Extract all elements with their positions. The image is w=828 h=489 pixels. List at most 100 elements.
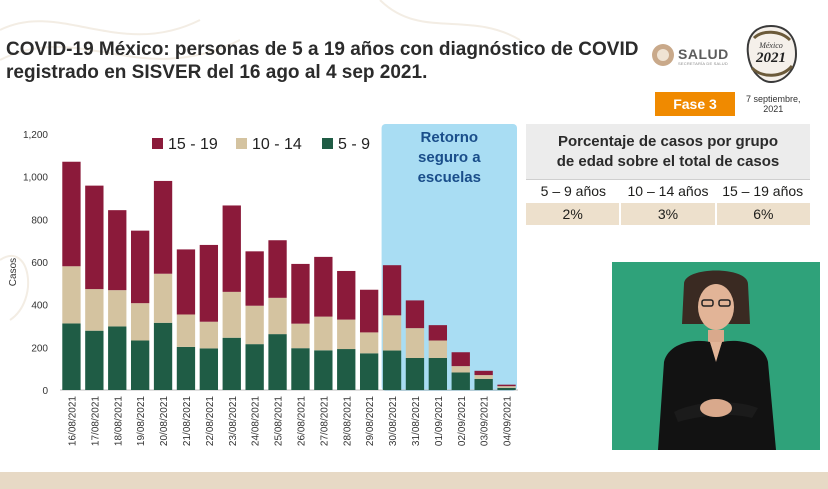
x-tick-label: 31/08/2021 [411, 396, 422, 446]
x-tick-label: 04/09/2021 [503, 396, 514, 446]
x-tick-label: 30/08/2021 [388, 396, 399, 446]
x-tick-label: 20/08/2021 [159, 396, 170, 446]
x-tick-label: 21/08/2021 [182, 396, 193, 446]
bar-segment [176, 346, 196, 390]
bar-segment [85, 185, 104, 290]
x-tick-label: 29/08/2021 [365, 396, 376, 446]
x-tick-label: 03/09/2021 [480, 396, 491, 446]
bar-segment [291, 348, 310, 390]
bar-segment [176, 314, 196, 347]
bar-segment [337, 349, 356, 390]
interpreter-figure [658, 270, 776, 450]
page-title: COVID-19 México: personas de 5 a 19 años… [6, 39, 639, 83]
bar-segment [153, 180, 173, 274]
bar-segment [359, 332, 379, 354]
bar-segment [382, 350, 402, 390]
report-date-line1: 7 septiembre, [746, 94, 801, 104]
bar-segment [85, 289, 104, 331]
bar-segment [222, 205, 241, 292]
bar-segment [451, 366, 470, 373]
bar-segment [428, 325, 448, 341]
x-tick-label: 02/09/2021 [457, 396, 468, 446]
percentage-table: Porcentaje de casos por grupo de edad so… [526, 124, 811, 225]
y-tick-label: 200 [31, 343, 48, 354]
y-tick-label: 0 [42, 386, 48, 397]
bar-segment [497, 384, 516, 387]
percentage-value-10-14: 3% [619, 203, 715, 225]
legend-label: 15 - 19 [168, 136, 218, 153]
bar-segment [245, 344, 264, 390]
bar-segment [85, 330, 104, 390]
percentage-value-15-19: 6% [714, 203, 810, 225]
legend-swatch [152, 138, 163, 149]
bar-segment [130, 303, 150, 341]
bar-segment [405, 300, 425, 329]
annotation-text-line: Retorno [421, 129, 479, 146]
bar-segment [62, 323, 81, 390]
bar-segment [222, 337, 241, 390]
legend-label: 5 - 9 [338, 136, 370, 153]
mexico-2021-logo-year: 2021 [755, 50, 786, 66]
report-date-line2: 2021 [763, 104, 784, 114]
percentage-label-10-14: 10 – 14 años [620, 180, 716, 203]
x-tick-label: 27/08/2021 [319, 396, 330, 446]
bar-segment [428, 358, 448, 390]
bar-segment [199, 321, 219, 349]
bar-segment [474, 375, 493, 379]
bar-segment [291, 323, 310, 349]
bar-segment [268, 334, 287, 390]
bar-segment [268, 240, 287, 298]
salud-logo-text: SALUD [678, 46, 729, 62]
mexico-2021-logo: México 2021 [746, 24, 798, 84]
x-tick-label: 19/08/2021 [136, 396, 147, 446]
bar-segment [199, 244, 219, 322]
bar-segment [62, 266, 81, 324]
bar-segment [108, 210, 127, 291]
x-tick-label: 16/08/2021 [67, 396, 78, 446]
x-tick-label: 01/09/2021 [434, 396, 445, 446]
x-tick-label: 26/08/2021 [296, 396, 307, 446]
bar-segment [497, 387, 516, 390]
y-tick-label: 600 [31, 258, 48, 269]
percentage-table-header-line1: Porcentaje de casos por grupo [557, 132, 779, 150]
x-tick-label: 25/08/2021 [274, 396, 285, 446]
legend-swatch [322, 138, 333, 149]
bar-segment [130, 340, 150, 390]
legend-swatch [236, 138, 247, 149]
bar-segment [245, 251, 264, 306]
bar-segment [337, 319, 356, 350]
x-tick-label: 18/08/2021 [113, 396, 124, 446]
bar-segment [153, 273, 173, 323]
percentage-table-labels: 5 – 9 años 10 – 14 años 15 – 19 años [526, 180, 811, 203]
bar-segment [451, 372, 470, 390]
percentage-value-5-9: 2% [526, 203, 620, 225]
bar-segment [382, 265, 402, 316]
percentage-table-header-line2: de edad sobre el total de casos [556, 152, 780, 170]
fase-badge: Fase 3 [655, 92, 735, 116]
annotation-text-line: seguro a [418, 149, 481, 166]
y-axis-label: Casos [8, 258, 19, 286]
bar-segment [62, 161, 81, 267]
sign-language-video [612, 262, 820, 450]
bar-segment [153, 322, 173, 390]
y-tick-label: 800 [31, 215, 48, 226]
bar-segment [405, 358, 425, 390]
bar-segment [222, 291, 241, 338]
x-tick-label: 28/08/2021 [342, 396, 353, 446]
y-tick-label: 1,200 [23, 130, 48, 141]
salud-logo: SALUD SECRETARÍA DE SALUD [652, 44, 734, 68]
bar-segment [108, 290, 127, 327]
bar-segment [382, 315, 402, 351]
salud-logo-subtext: SECRETARÍA DE SALUD [678, 61, 728, 66]
bar-segment [474, 378, 493, 390]
percentage-table-header: Porcentaje de casos por grupo de edad so… [526, 124, 810, 180]
bar-segment [405, 328, 425, 358]
bar-segment [130, 230, 150, 304]
bar-segment [314, 350, 333, 390]
stacked-bar-chart: Retorno seguro a escuelas 0 200 400 600 800 1,00… [8, 124, 518, 446]
bar-segment [314, 256, 333, 317]
bar-segment [268, 297, 287, 335]
x-tick-label: 17/08/2021 [90, 396, 101, 446]
report-date: 7 septiembre, 2021 [746, 94, 801, 114]
